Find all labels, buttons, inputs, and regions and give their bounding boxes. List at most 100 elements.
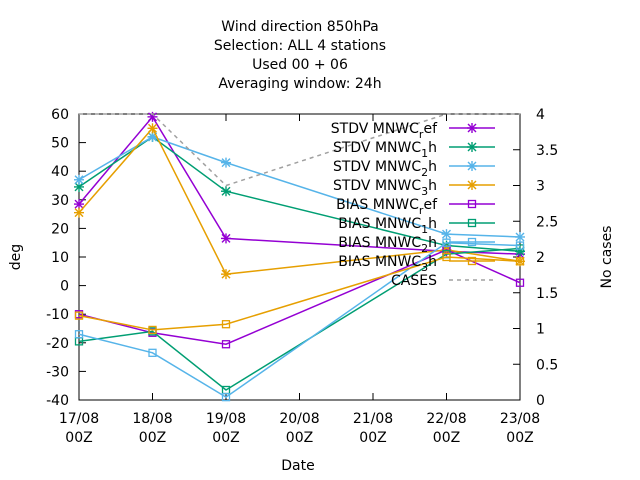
legend-label-tail: h (428, 254, 437, 270)
x-tick-label-date: 23/08 (500, 411, 540, 427)
x-tick-label-date: 21/08 (353, 411, 393, 427)
x-tick-label-date: 19/08 (206, 411, 246, 427)
legend-marker (467, 123, 477, 133)
legend-label-sub: 1 (421, 147, 428, 160)
x-tick-label-hour: 00Z (65, 430, 92, 446)
legend-entry: STDV MNWC1h (333, 140, 495, 160)
y-tick-label: -20 (46, 336, 69, 352)
legend-label: CASES (391, 273, 437, 289)
data-point (74, 199, 84, 210)
legend-label-sub: 3 (421, 261, 428, 274)
data-point (221, 186, 231, 197)
y2-tick-label: 1.5 (536, 286, 558, 302)
legend-label-tail: h (428, 216, 437, 232)
y-tick-label: 10 (51, 250, 69, 266)
series-line (78, 256, 521, 331)
legend-entry: BIAS MNWC1h (338, 216, 495, 236)
series-6 (74, 238, 525, 402)
series-5 (74, 244, 525, 395)
data-point (221, 320, 231, 329)
y-tick-label: 20 (51, 221, 69, 237)
data-point (148, 325, 157, 335)
x-tick-label-hour: 00Z (506, 430, 533, 446)
data-point (221, 340, 231, 349)
legend-marker (467, 180, 477, 190)
y2-tick-label: 3.5 (536, 143, 558, 159)
series-2 (74, 131, 525, 242)
legend-label-tail: h (428, 159, 437, 175)
legend-entry: BIAS MNWC3h (338, 254, 495, 274)
x-tick-label-date: 22/08 (426, 411, 466, 427)
y-tick-label: 40 (51, 164, 69, 180)
legend-label-sub: 3 (421, 185, 428, 198)
y2-tick-label: 0 (536, 393, 545, 409)
chart-title-line: Used 00 + 06 (252, 57, 348, 73)
legend-marker (467, 199, 477, 209)
x-tick-label-hour: 00Z (286, 430, 313, 446)
y2-axis-label: No cases (599, 226, 615, 289)
series-line (79, 113, 520, 187)
legend-marker (467, 256, 477, 266)
legend-label-tail: h (428, 235, 437, 251)
y-axis-label: deg (8, 244, 24, 270)
data-point (74, 207, 84, 218)
legend-entry: CASES (391, 273, 495, 289)
y-tick-label: -10 (46, 307, 69, 323)
legend-label: BIAS MNWC3h (338, 254, 437, 274)
legend-label: STDV MNWC2h (333, 159, 437, 179)
data-point (221, 269, 231, 280)
data-point (221, 157, 231, 168)
series-line (78, 249, 521, 346)
legend-label: STDV MNWC1h (333, 140, 437, 160)
legend-label-tail: ef (423, 121, 438, 137)
y-tick-label: 50 (51, 136, 69, 152)
x-tick-label-hour: 00Z (359, 430, 386, 446)
legend-entry: STDV MNWC2h (333, 159, 495, 179)
legend-label: STDV MNWCref (331, 121, 438, 141)
data-point (441, 229, 452, 240)
legend-label-tail: h (428, 140, 437, 156)
legend-label-base: BIAS MNWC (338, 235, 421, 251)
series-8 (79, 113, 520, 187)
x-tick-label-date: 20/08 (279, 411, 319, 427)
legend-label-sub: 2 (421, 242, 428, 255)
legend-label-base: CASES (391, 273, 437, 289)
chart-title-line: Selection: ALL 4 stations (214, 38, 386, 54)
series-line (78, 136, 521, 238)
x-axis-label: Date (281, 458, 314, 474)
chart-title: Wind direction 850hPa Selection: ALL 4 st… (214, 19, 386, 92)
legend-label-base: STDV MNWC (333, 178, 421, 194)
y-tick-label: -40 (46, 393, 69, 409)
data-point (221, 392, 231, 402)
legend-marker (467, 218, 477, 228)
data-point (148, 348, 157, 357)
legend-entry: STDV MNWC3h (333, 178, 495, 198)
x-axis-ticks: 17/08 00Z 18/08 00Z 19/08 00Z 20/08 00Z 21/08 00Z… (59, 114, 540, 446)
x-tick-label-hour: 00Z (212, 430, 239, 446)
legend-label-base: STDV MNWC (331, 121, 419, 137)
data-point (74, 174, 84, 185)
x-tick-label-date: 18/08 (132, 411, 172, 427)
y2-tick-label: 1 (536, 322, 545, 338)
data-point (515, 257, 525, 266)
data-point (147, 123, 158, 134)
y2-tick-label: 2 (536, 250, 545, 266)
legend-entry: BIAS MNWC2h (338, 235, 495, 255)
y-tick-label: 0 (60, 279, 69, 295)
series-1 (74, 131, 525, 257)
legend-marker (467, 237, 477, 247)
y2-tick-label: 2.5 (536, 214, 558, 230)
legend-entry: STDV MNWCref (331, 121, 495, 141)
y2-tick-label: 3 (536, 179, 545, 195)
legend-label-base: STDV MNWC (333, 159, 421, 175)
y-tick-label: 60 (51, 107, 69, 123)
legend-label-tail: h (428, 178, 437, 194)
y-axis-ticks: -40 -30 -20 -10 0 10 20 30 40 50 60 (46, 107, 86, 409)
legend-label-sub: r (419, 204, 424, 217)
data-point (221, 233, 231, 244)
legend-label-base: BIAS MNWC (338, 254, 421, 270)
legend-label-sub: 2 (421, 166, 428, 179)
legend-label-base: BIAS MNWC (338, 216, 421, 232)
